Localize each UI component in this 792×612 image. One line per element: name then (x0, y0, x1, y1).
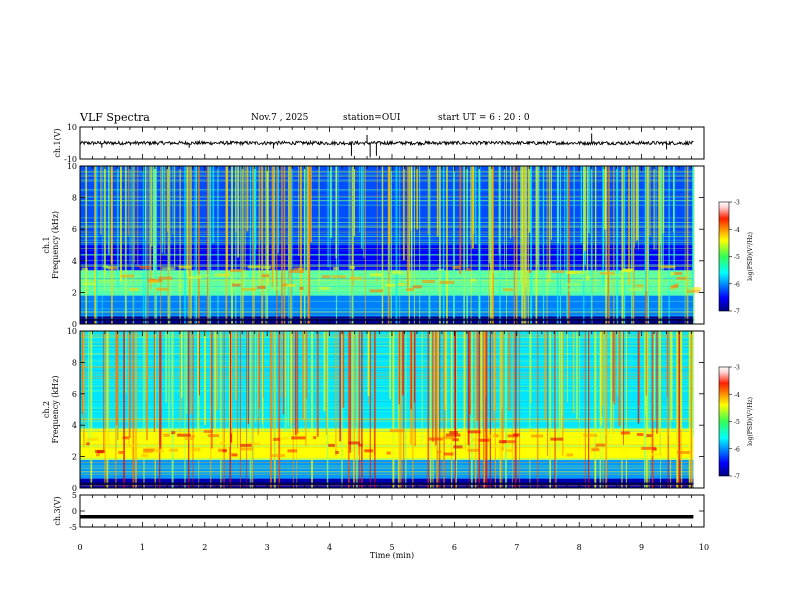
y-tick-label-3-0: 5 (72, 491, 77, 500)
colorbar-tick-1-3: -6 (734, 281, 740, 288)
y-tick-label-0-1: -10 (64, 155, 77, 164)
y-tick-label-1-4: 2 (72, 288, 77, 297)
y-tick-label-2-5: 0 (72, 484, 77, 493)
y-tick-label-1-1: 8 (72, 194, 77, 203)
y-tick-label-0-0: 10 (67, 123, 77, 132)
header-start-time: start UT = 6 : 20 : 0 (438, 113, 530, 123)
spectrogram-2 (80, 331, 694, 488)
colorbar-tick-1-1: -4 (734, 227, 740, 234)
x-tick-label-2: 2 (202, 543, 207, 552)
colorbar-label-1: log(PSD)(V²/Hz) (747, 232, 754, 281)
x-tick-label-1: 1 (140, 543, 145, 552)
header-title: VLF Spectra (80, 111, 150, 124)
ch1-trace (79, 139, 694, 147)
header-station: station=OUI (343, 113, 401, 123)
colorbar-tick-2-1: -4 (734, 392, 740, 399)
colorbar-tick-2-0: -3 (734, 365, 740, 372)
x-tick-label-4: 4 (327, 543, 332, 552)
band-1-1 (80, 295, 694, 317)
colorbar-tick-2-3: -6 (734, 446, 740, 453)
x-tick-label-10: 10 (699, 543, 709, 552)
y-tick-label-2-2: 6 (72, 390, 77, 399)
x-tick-label-6: 6 (452, 543, 457, 552)
header-date: Nov.7 , 2025 (251, 113, 309, 123)
y-axis-label-1-b: Frequency (kHz) (51, 211, 60, 279)
colorbar-tick-1-0: -3 (734, 200, 740, 207)
x-tick-label-5: 5 (389, 543, 394, 552)
spectrogram-1 (80, 166, 702, 325)
colorbar-2 (718, 366, 730, 477)
colorbar-tick-2-2: -5 (734, 419, 740, 426)
colorbar-label-2: log(PSD)(V²/Hz) (747, 397, 754, 446)
y-axis-label-1-a: ch.1 (42, 236, 51, 253)
colorbar-tick-2-4: -7 (734, 474, 740, 481)
x-tick-label-3: 3 (265, 543, 270, 552)
colorbar-tick-1-2: -5 (734, 254, 740, 261)
y-tick-label-1-3: 4 (72, 257, 77, 266)
y-tick-label-1-5: 0 (72, 320, 77, 329)
y-tick-label-3-1: 0 (72, 507, 77, 516)
x-tick-label-0: 0 (77, 543, 82, 552)
y-axis-label-2-a: ch.2 (42, 401, 51, 418)
y-axis-label-0: ch.1(V) (53, 128, 62, 157)
x-tick-label-8: 8 (577, 543, 582, 552)
y-tick-label-2-3: 4 (72, 421, 77, 430)
y-axis-label-2-b: Frequency (kHz) (51, 375, 60, 443)
colorbar-1 (718, 201, 730, 312)
x-tick-label-9: 9 (639, 543, 644, 552)
x-tick-label-7: 7 (514, 543, 519, 552)
y-tick-label-2-4: 2 (72, 453, 77, 462)
x-axis-label: Time (min) (370, 551, 414, 560)
y-tick-label-2-0: 10 (67, 327, 77, 336)
y-axis-label-3: ch.3(V) (53, 496, 62, 525)
y-tick-label-3-2: -5 (69, 523, 77, 532)
y-tick-label-2-1: 8 (72, 358, 77, 367)
y-tick-label-1-0: 10 (67, 162, 77, 171)
colorbar-tick-1-4: -7 (734, 309, 740, 316)
y-tick-label-1-2: 6 (72, 225, 77, 234)
